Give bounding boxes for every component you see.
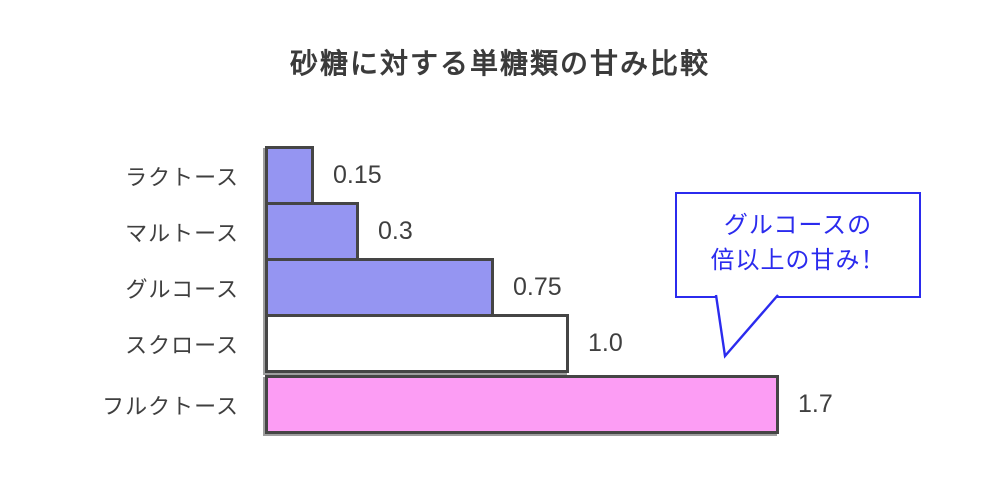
callout-bubble: グルコースの 倍以上の甘み！ [675,192,921,359]
bar-row: グルコース 0.75 [0,258,833,317]
bar-value: 1.7 [798,390,833,418]
bar-label: グルコース [125,276,239,302]
callout-tail-icon [714,294,779,359]
bar [265,375,779,434]
bar-row: フルクトース 1.7 [0,375,833,434]
callout-line-1: グルコースの [723,212,873,239]
bar-value: 1.0 [588,329,623,357]
bar-row: マルトース 0.3 [0,202,833,261]
bar-value: 0.3 [378,217,413,245]
bar-rows: ラクトース 0.15 マルトース 0.3 グルコース 0.75 スクロース 1.0 フルクトース… [0,146,833,434]
bar [265,314,569,373]
bar-label: マルトース [125,220,239,246]
callout-line-2: 倍以上の甘み！ [710,247,886,274]
bar-value: 0.75 [513,273,562,301]
bar-label: フルクトース [102,393,239,419]
chart-title: 砂糖に対する単糖類の甘み比較 [289,48,710,79]
bar [265,258,494,317]
bar-row: スクロース 1.0 [0,314,833,373]
bar [265,146,314,205]
bar-label: スクロース [125,332,239,358]
bar-row: ラクトース 0.15 [0,146,833,205]
bar [265,202,359,261]
bar-value: 0.15 [333,161,382,189]
bar-label: ラクトース [125,164,239,190]
